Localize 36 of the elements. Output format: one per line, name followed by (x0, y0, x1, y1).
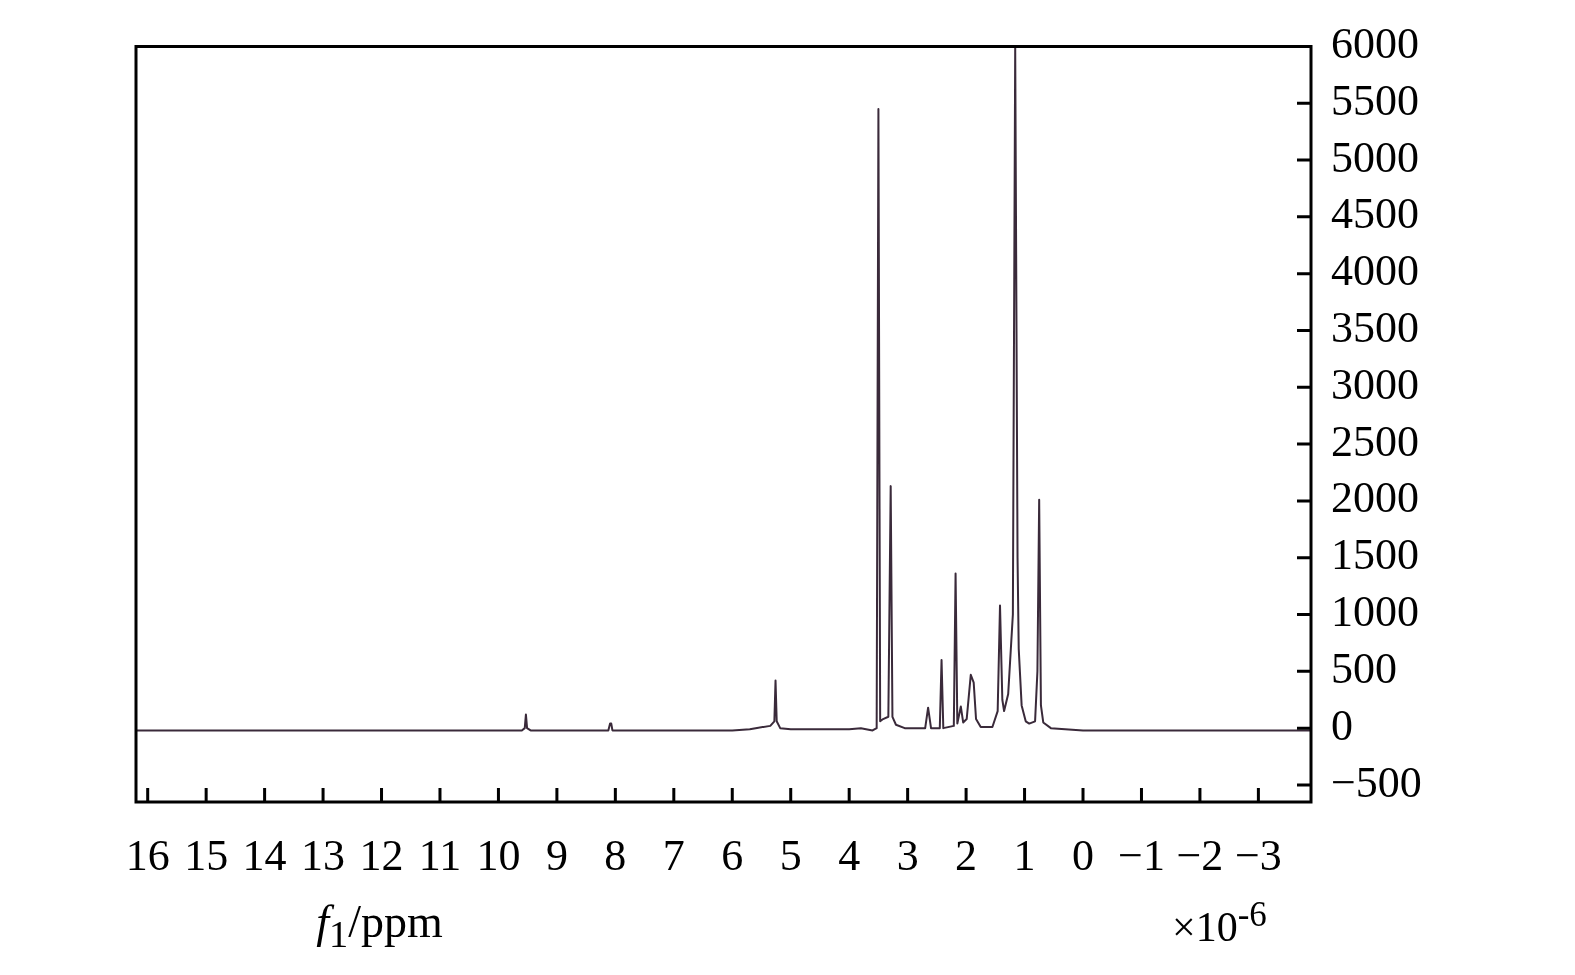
x-axis-title: f$_{1}$/ppm (315, 895, 444, 957)
y-tick-label: −500 (1331, 757, 1422, 807)
y-tick-label: 5000 (1331, 132, 1419, 182)
y-tick-label: 6000 (1331, 18, 1419, 68)
x-tick-label: 13 (301, 830, 346, 880)
y-tick-label: 4500 (1331, 189, 1419, 239)
x-tick-label: 12 (359, 830, 404, 880)
x-tick-label: −3 (1234, 830, 1282, 880)
x-tick-label: 1 (1013, 830, 1036, 880)
text: ×10$^{-6}$ (1172, 895, 1267, 951)
x-tick-label: 2 (955, 830, 978, 880)
x-tick-label: −2 (1176, 830, 1224, 880)
x-tick-label: 8 (604, 830, 627, 880)
x-tick-label: 3 (896, 830, 919, 880)
y-tick-label: 1000 (1331, 587, 1419, 637)
y-tick-label: 0 (1331, 700, 1353, 750)
y-tick-label: 2500 (1331, 416, 1419, 466)
y-tick-label: 1500 (1331, 530, 1419, 580)
x-tick-label: 0 (1072, 830, 1095, 880)
x-tick-label: 10 (476, 830, 521, 880)
y-tick-label: 4000 (1331, 246, 1419, 296)
x-tick-label: 11 (418, 830, 462, 880)
x-tick-label: 5 (779, 830, 802, 880)
y-tick-label: 500 (1331, 643, 1397, 693)
x-tick-label: −1 (1118, 830, 1165, 880)
x-tick-label: 14 (242, 830, 287, 880)
x-tick-label: 16 (125, 830, 170, 880)
y-tick-label: 3000 (1331, 359, 1419, 409)
x-tick-label: 9 (545, 830, 568, 880)
y-tick-label: 2000 (1331, 473, 1419, 523)
y-tick-label: 3500 (1331, 303, 1419, 353)
x-tick-label: 6 (721, 830, 744, 880)
x-tick-label: 4 (838, 830, 861, 880)
y-tick-label: 5500 (1331, 75, 1419, 125)
x-tick-label: 15 (184, 830, 229, 880)
x-tick-label: 7 (662, 830, 685, 880)
